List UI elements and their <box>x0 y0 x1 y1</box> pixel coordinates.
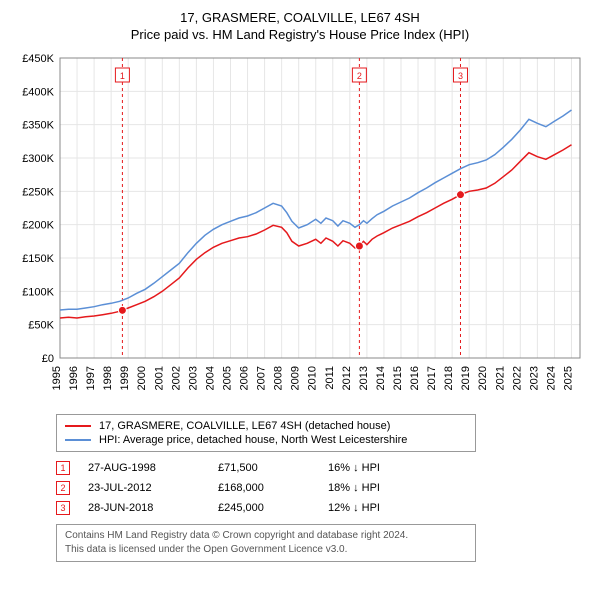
transaction-date: 23-JUL-2012 <box>88 482 218 494</box>
y-tick-label: £0 <box>42 353 54 365</box>
y-tick-label: £300K <box>22 153 54 165</box>
x-tick-label: 1998 <box>102 366 114 390</box>
transactions-table: 1 27-AUG-1998£71,50016% ↓ HPI 2 23-JUL-2012… <box>56 458 476 518</box>
transaction-date: 28-JUN-2018 <box>88 502 218 514</box>
legend-label: 17, GRASMERE, COALVILLE, LE67 4SH (detac… <box>99 420 390 432</box>
transaction-dot <box>118 306 126 314</box>
legend-row: 17, GRASMERE, COALVILLE, LE67 4SH (detac… <box>65 419 467 433</box>
marker-number: 2 <box>357 71 362 81</box>
x-tick-label: 1995 <box>51 366 63 390</box>
transaction-diff: 12% ↓ HPI <box>328 502 380 514</box>
y-tick-label: £150K <box>22 253 54 265</box>
x-tick-label: 2013 <box>358 366 370 390</box>
attribution-line-2: This data is licensed under the Open Gov… <box>65 543 467 557</box>
chart-container: 17, GRASMERE, COALVILLE, LE67 4SH Price … <box>0 0 600 574</box>
transaction-price: £245,000 <box>218 502 328 514</box>
transaction-marker-icon: 3 <box>56 501 70 515</box>
transaction-marker-icon: 1 <box>56 461 70 475</box>
x-tick-label: 2004 <box>204 366 216 390</box>
x-tick-label: 1996 <box>68 366 80 390</box>
x-tick-label: 2014 <box>375 366 387 390</box>
chart-title: 17, GRASMERE, COALVILLE, LE67 4SH <box>12 10 588 25</box>
transaction-dot <box>355 242 363 250</box>
transaction-dot <box>456 191 464 199</box>
x-tick-label: 2025 <box>562 366 574 390</box>
y-tick-label: £200K <box>22 220 54 232</box>
x-tick-label: 2012 <box>341 366 353 390</box>
attribution-box: Contains HM Land Registry data © Crown c… <box>56 524 476 562</box>
y-tick-label: £350K <box>22 120 54 132</box>
chart-plot-area: £0 £50K £100K £150K £200K £250K £300K £350K £400… <box>12 48 588 408</box>
x-tick-label: 2008 <box>273 366 285 390</box>
attribution-line-1: Contains HM Land Registry data © Crown c… <box>65 529 467 543</box>
marker-number: 1 <box>120 71 125 81</box>
legend-swatch <box>65 425 91 427</box>
x-tick-label: 1999 <box>119 366 131 390</box>
x-tick-label: 2002 <box>170 366 182 390</box>
transaction-price: £71,500 <box>218 462 328 474</box>
x-tick-label: 2024 <box>545 366 557 390</box>
x-tick-label: 2015 <box>392 366 404 390</box>
x-tick-label: 2019 <box>460 366 472 390</box>
legend-swatch <box>65 439 91 441</box>
x-tick-label: 1997 <box>85 366 97 390</box>
y-tick-label: £450K <box>22 53 54 65</box>
x-tick-label: 2011 <box>324 366 336 390</box>
x-tick-label: 2006 <box>239 366 251 390</box>
y-tick-label: £100K <box>22 286 54 298</box>
chart-subtitle: Price paid vs. HM Land Registry's House … <box>12 27 588 42</box>
x-tick-label: 2003 <box>187 366 199 390</box>
line-chart-svg: £0 £50K £100K £150K £200K £250K £300K £350K £400… <box>12 48 588 408</box>
x-tick-label: 2017 <box>426 366 438 390</box>
y-tick-label: £400K <box>22 86 54 98</box>
x-tick-label: 2009 <box>290 366 302 390</box>
x-tick-label: 2010 <box>307 366 319 390</box>
y-tick-label: £50K <box>28 320 54 332</box>
x-tick-label: 2000 <box>136 366 148 390</box>
x-tick-label: 2007 <box>256 366 268 390</box>
legend-label: HPI: Average price, detached house, Nort… <box>99 434 407 446</box>
x-tick-label: 2020 <box>477 366 489 390</box>
x-tick-label: 2018 <box>443 366 455 390</box>
transaction-diff: 18% ↓ HPI <box>328 482 380 494</box>
x-tick-label: 2005 <box>221 366 233 390</box>
x-tick-label: 2001 <box>153 366 165 390</box>
transaction-date: 27-AUG-1998 <box>88 462 218 474</box>
transaction-row: 3 28-JUN-2018£245,00012% ↓ HPI <box>56 498 476 518</box>
x-tick-label: 2023 <box>528 366 540 390</box>
x-tick-label: 2021 <box>494 366 506 390</box>
transaction-row: 2 23-JUL-2012£168,00018% ↓ HPI <box>56 478 476 498</box>
legend-row: HPI: Average price, detached house, Nort… <box>65 433 467 447</box>
marker-number: 3 <box>458 71 463 81</box>
x-tick-label: 2016 <box>409 366 421 390</box>
y-tick-label: £250K <box>22 186 54 198</box>
transaction-diff: 16% ↓ HPI <box>328 462 380 474</box>
transaction-price: £168,000 <box>218 482 328 494</box>
transaction-row: 1 27-AUG-1998£71,50016% ↓ HPI <box>56 458 476 478</box>
legend: 17, GRASMERE, COALVILLE, LE67 4SH (detac… <box>56 414 476 452</box>
transaction-marker-icon: 2 <box>56 481 70 495</box>
x-tick-label: 2022 <box>511 366 523 390</box>
